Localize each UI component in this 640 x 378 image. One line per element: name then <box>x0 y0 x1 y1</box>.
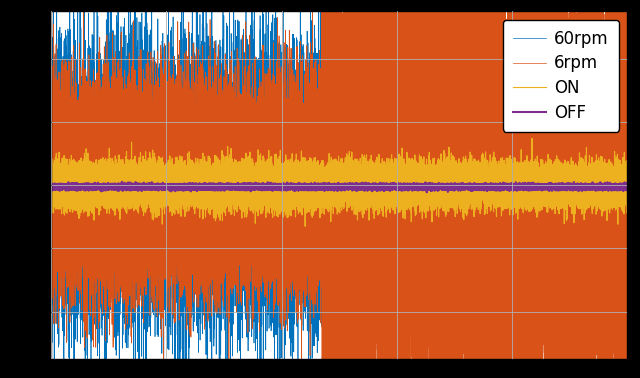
60rpm <box>360 190 367 195</box>
ON <box>528 136 536 141</box>
60rpm <box>268 237 276 242</box>
6rpm <box>86 172 94 177</box>
60rpm <box>394 225 402 229</box>
Legend: 60rpm, 6rpm, ON, OFF: 60rpm, 6rpm, ON, OFF <box>502 20 619 132</box>
6rpm <box>475 141 483 145</box>
OFF <box>118 180 125 184</box>
OFF <box>475 184 483 188</box>
ON <box>623 175 631 180</box>
Line: OFF: OFF <box>51 182 627 192</box>
ON <box>268 182 276 186</box>
ON <box>475 187 483 192</box>
OFF <box>268 185 276 190</box>
60rpm <box>86 207 94 212</box>
OFF <box>186 185 194 190</box>
OFF <box>623 186 631 191</box>
ON <box>360 187 367 192</box>
Line: 60rpm: 60rpm <box>51 0 627 378</box>
ON <box>86 177 94 181</box>
ON <box>394 179 402 183</box>
60rpm <box>623 116 631 121</box>
OFF <box>47 183 55 187</box>
6rpm <box>623 171 631 176</box>
6rpm <box>47 178 55 183</box>
6rpm <box>268 150 276 155</box>
6rpm <box>360 184 367 188</box>
Line: ON: ON <box>51 138 627 226</box>
OFF <box>86 186 94 191</box>
OFF <box>360 187 367 192</box>
6rpm <box>186 122 194 127</box>
ON <box>186 180 194 185</box>
ON <box>301 224 309 229</box>
60rpm <box>186 126 194 130</box>
OFF <box>394 182 402 187</box>
6rpm <box>394 227 402 232</box>
Line: 6rpm: 6rpm <box>51 0 627 378</box>
60rpm <box>475 171 483 175</box>
60rpm <box>47 153 55 158</box>
OFF <box>423 190 431 195</box>
ON <box>47 172 55 177</box>
